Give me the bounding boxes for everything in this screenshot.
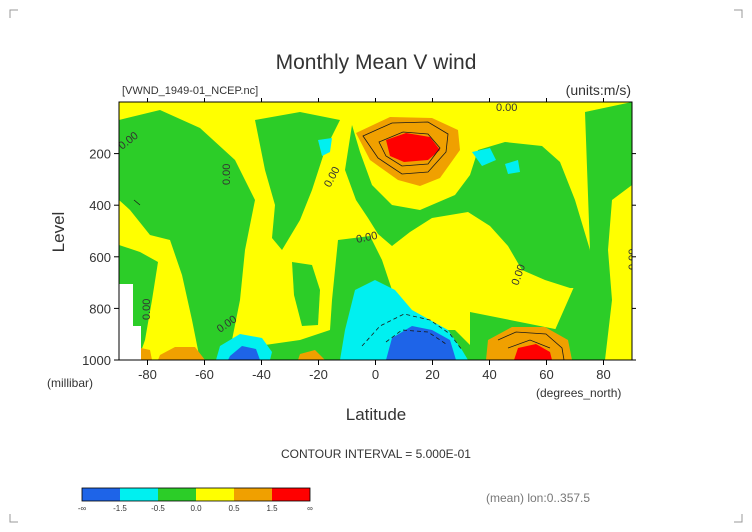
contour-label: 0.00 [355,230,378,246]
colorbar-swatch [82,488,120,501]
colorbar: -∞ -1.5 -0.5 0.0 0.5 1.5 ∞ [78,487,313,513]
band-orange-surface-west [158,347,205,360]
band-green-west [119,110,255,360]
x-axis: -80 -60 -40 -20 0 20 40 60 80 [138,98,611,382]
band-green-lower-middle [292,262,320,326]
chart-title: Monthly Mean V wind [276,51,477,74]
colorbar-swatch [234,488,272,501]
colorbar-label: -∞ [78,504,87,513]
y-axis: 200 400 600 800 1000 [82,147,636,368]
band-orange-surface-east [486,327,572,360]
colorbar-label: 1.5 [266,504,278,513]
colorbar-swatch [196,488,234,501]
contour-label: 0.00 [496,102,517,114]
contour-label: 0.00 [221,164,233,185]
y-tick-label: 600 [89,250,111,265]
x-tick-label: 20 [425,367,439,382]
x-tick-label: 0 [372,367,379,382]
y-axis-title: Level [49,212,68,253]
y-tick-label: 400 [89,198,111,213]
units-label: (units:m/s) [566,82,631,98]
band-green-east [555,102,632,360]
band-red-surface [514,344,552,360]
y-tick-label: 200 [89,147,111,162]
band-orange-surface-mid [298,350,325,360]
contour-label: 0.00 [627,249,639,270]
band-red-jet [386,133,440,162]
colorbar-label: 0.5 [228,504,240,513]
colorbar-swatch [272,488,310,501]
colorbar-label: -1.5 [113,504,127,513]
band-cyan-upper-a [318,138,332,156]
corner-marks [9,9,743,523]
band-cyan-upper-c [505,160,520,174]
colorbar-label: -0.5 [151,504,165,513]
x-tick-label: 40 [482,367,496,382]
band-cyan-upper-b [472,148,496,166]
band-blue-surface [386,326,456,360]
band-green-center [345,125,590,288]
band-green-upper [255,112,340,250]
x-tick-label: -60 [195,367,214,382]
x-axis-title: Latitude [346,405,407,424]
colorbar-label: 0.0 [190,504,202,513]
x-tick-label: -20 [309,367,328,382]
x-tick-label: 80 [596,367,610,382]
colorbar-frame [81,487,311,502]
contour-field: 0.00 0.00 0.00 0.00 0.00 0.00 0.00 0.00 [119,102,639,360]
y-axis-unit: (millibar) [47,376,93,390]
x-tick-label: -40 [252,367,271,382]
x-tick-label: 60 [539,367,553,382]
band-orange-surface-far-west [140,348,152,360]
footer-text: (mean) lon:0..357.5 [486,491,590,505]
contour-interval: CONTOUR INTERVAL = 5.000E-01 [281,447,471,461]
y-tick-label: 800 [89,301,111,316]
contour-lines [133,121,565,360]
x-axis-unit: (degrees_north) [536,386,621,400]
colorbar-swatch [120,488,158,501]
band-blue-west [228,346,260,360]
file-label: [VWND_1949-01_NCEP.nc] [122,85,258,97]
y-tick-label: 1000 [82,353,111,368]
colorbar-swatch [158,488,196,501]
contour-label: 0.00 [141,299,153,320]
colorbar-label: ∞ [307,504,313,513]
x-tick-label: -80 [138,367,157,382]
missing-data-mask [119,284,141,360]
